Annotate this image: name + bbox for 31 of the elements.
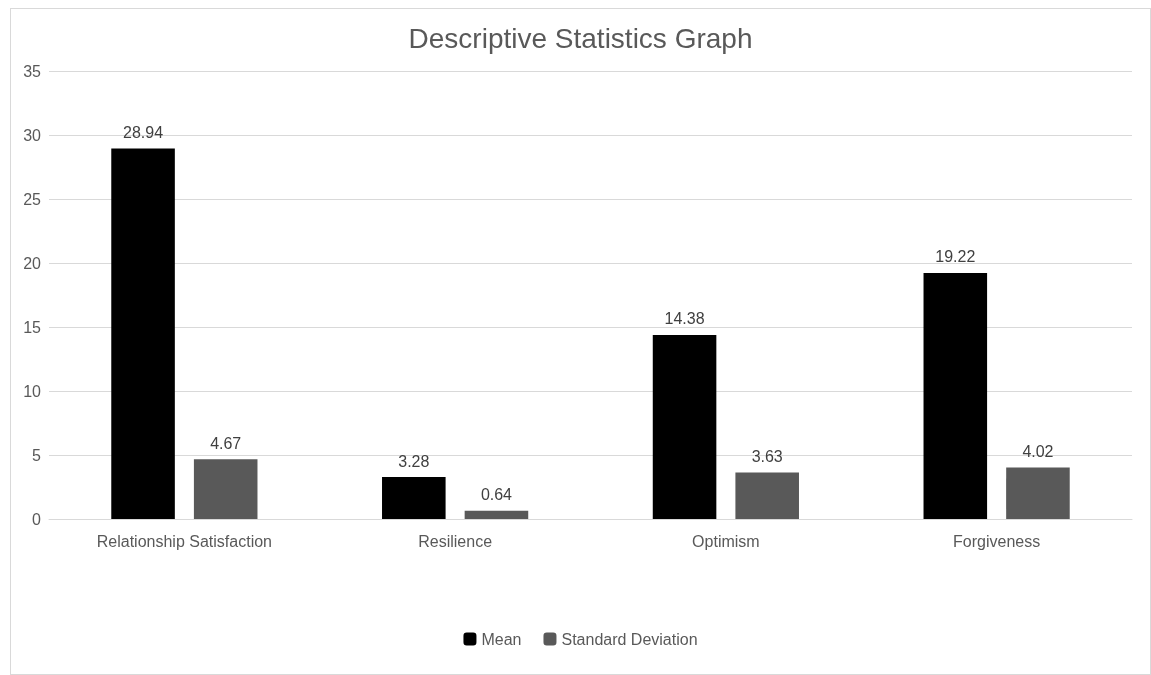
x-tick-label: Forgiveness <box>953 532 1041 550</box>
data-label: 28.94 <box>123 124 164 142</box>
bar <box>193 459 258 519</box>
bar <box>735 472 799 519</box>
x-tick-label: Optimism <box>692 532 760 550</box>
data-label: 4.02 <box>1022 443 1054 461</box>
legend-label: Standard Deviation <box>561 630 698 648</box>
y-tick-label: 30 <box>23 126 42 144</box>
x-tick-label: Relationship Satisfaction <box>96 532 272 550</box>
data-label: 14.38 <box>664 310 705 328</box>
legend-label: Mean <box>481 630 522 648</box>
bar <box>923 272 988 519</box>
bar <box>652 334 717 519</box>
data-label: 4.67 <box>210 434 242 452</box>
y-tick-label: 25 <box>23 190 42 208</box>
y-tick-label: 35 <box>23 62 42 80</box>
bar <box>111 148 175 519</box>
data-label: 19.22 <box>935 248 976 266</box>
chart-title: Descriptive Statistics Graph <box>408 22 753 54</box>
data-label: 0.64 <box>480 486 513 504</box>
x-tick-label: Resilience <box>418 532 493 550</box>
data-label: 3.63 <box>751 448 783 466</box>
y-tick-label: 5 <box>32 446 42 464</box>
y-tick-label: 10 <box>23 382 42 400</box>
y-tick-label: 20 <box>23 254 42 272</box>
data-label: 3.28 <box>398 452 430 470</box>
bar <box>382 477 446 519</box>
bar <box>464 510 529 519</box>
bar <box>1006 467 1070 519</box>
y-tick-label: 15 <box>23 318 42 336</box>
y-tick-label: 0 <box>32 510 42 528</box>
